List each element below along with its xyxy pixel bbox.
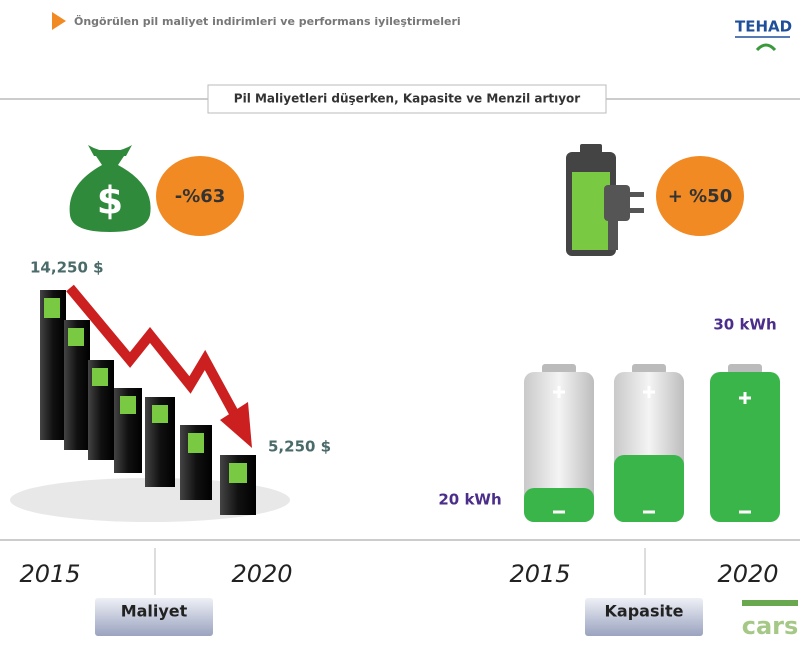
cost-end: 5,250 $	[268, 438, 331, 456]
banner-text: Pil Maliyetleri düşerken, Kapasite ve Me…	[234, 92, 581, 106]
year: 2015	[19, 560, 80, 588]
footer-logo-bar	[742, 600, 798, 606]
footer-logo: cars	[742, 612, 799, 640]
capacity-end: 30 kWh	[713, 316, 776, 334]
capacity-change: + %50	[668, 186, 732, 207]
year: 2020	[717, 560, 778, 588]
year: 2015	[509, 560, 570, 588]
cost-label: Maliyet	[121, 602, 188, 621]
slide: Öngörülen pil maliyet indirimleri ve per…	[0, 0, 800, 648]
cost-start: 14,250 $	[30, 259, 104, 277]
logo-mark	[757, 45, 775, 50]
logo: TEHAD	[735, 18, 792, 36]
year: 2020	[231, 560, 292, 588]
money-bag: $	[70, 145, 151, 232]
capacity-start: 20 kWh	[438, 491, 501, 509]
bag-symbol: $	[97, 179, 123, 223]
capacity-label: Kapasite	[605, 602, 684, 621]
header-arrow	[52, 12, 66, 30]
cost-change: -%63	[175, 186, 226, 207]
battery-icon	[566, 144, 644, 256]
header-title: Öngörülen pil maliyet indirimleri ve per…	[74, 14, 461, 28]
capacity-batteries	[524, 364, 780, 522]
